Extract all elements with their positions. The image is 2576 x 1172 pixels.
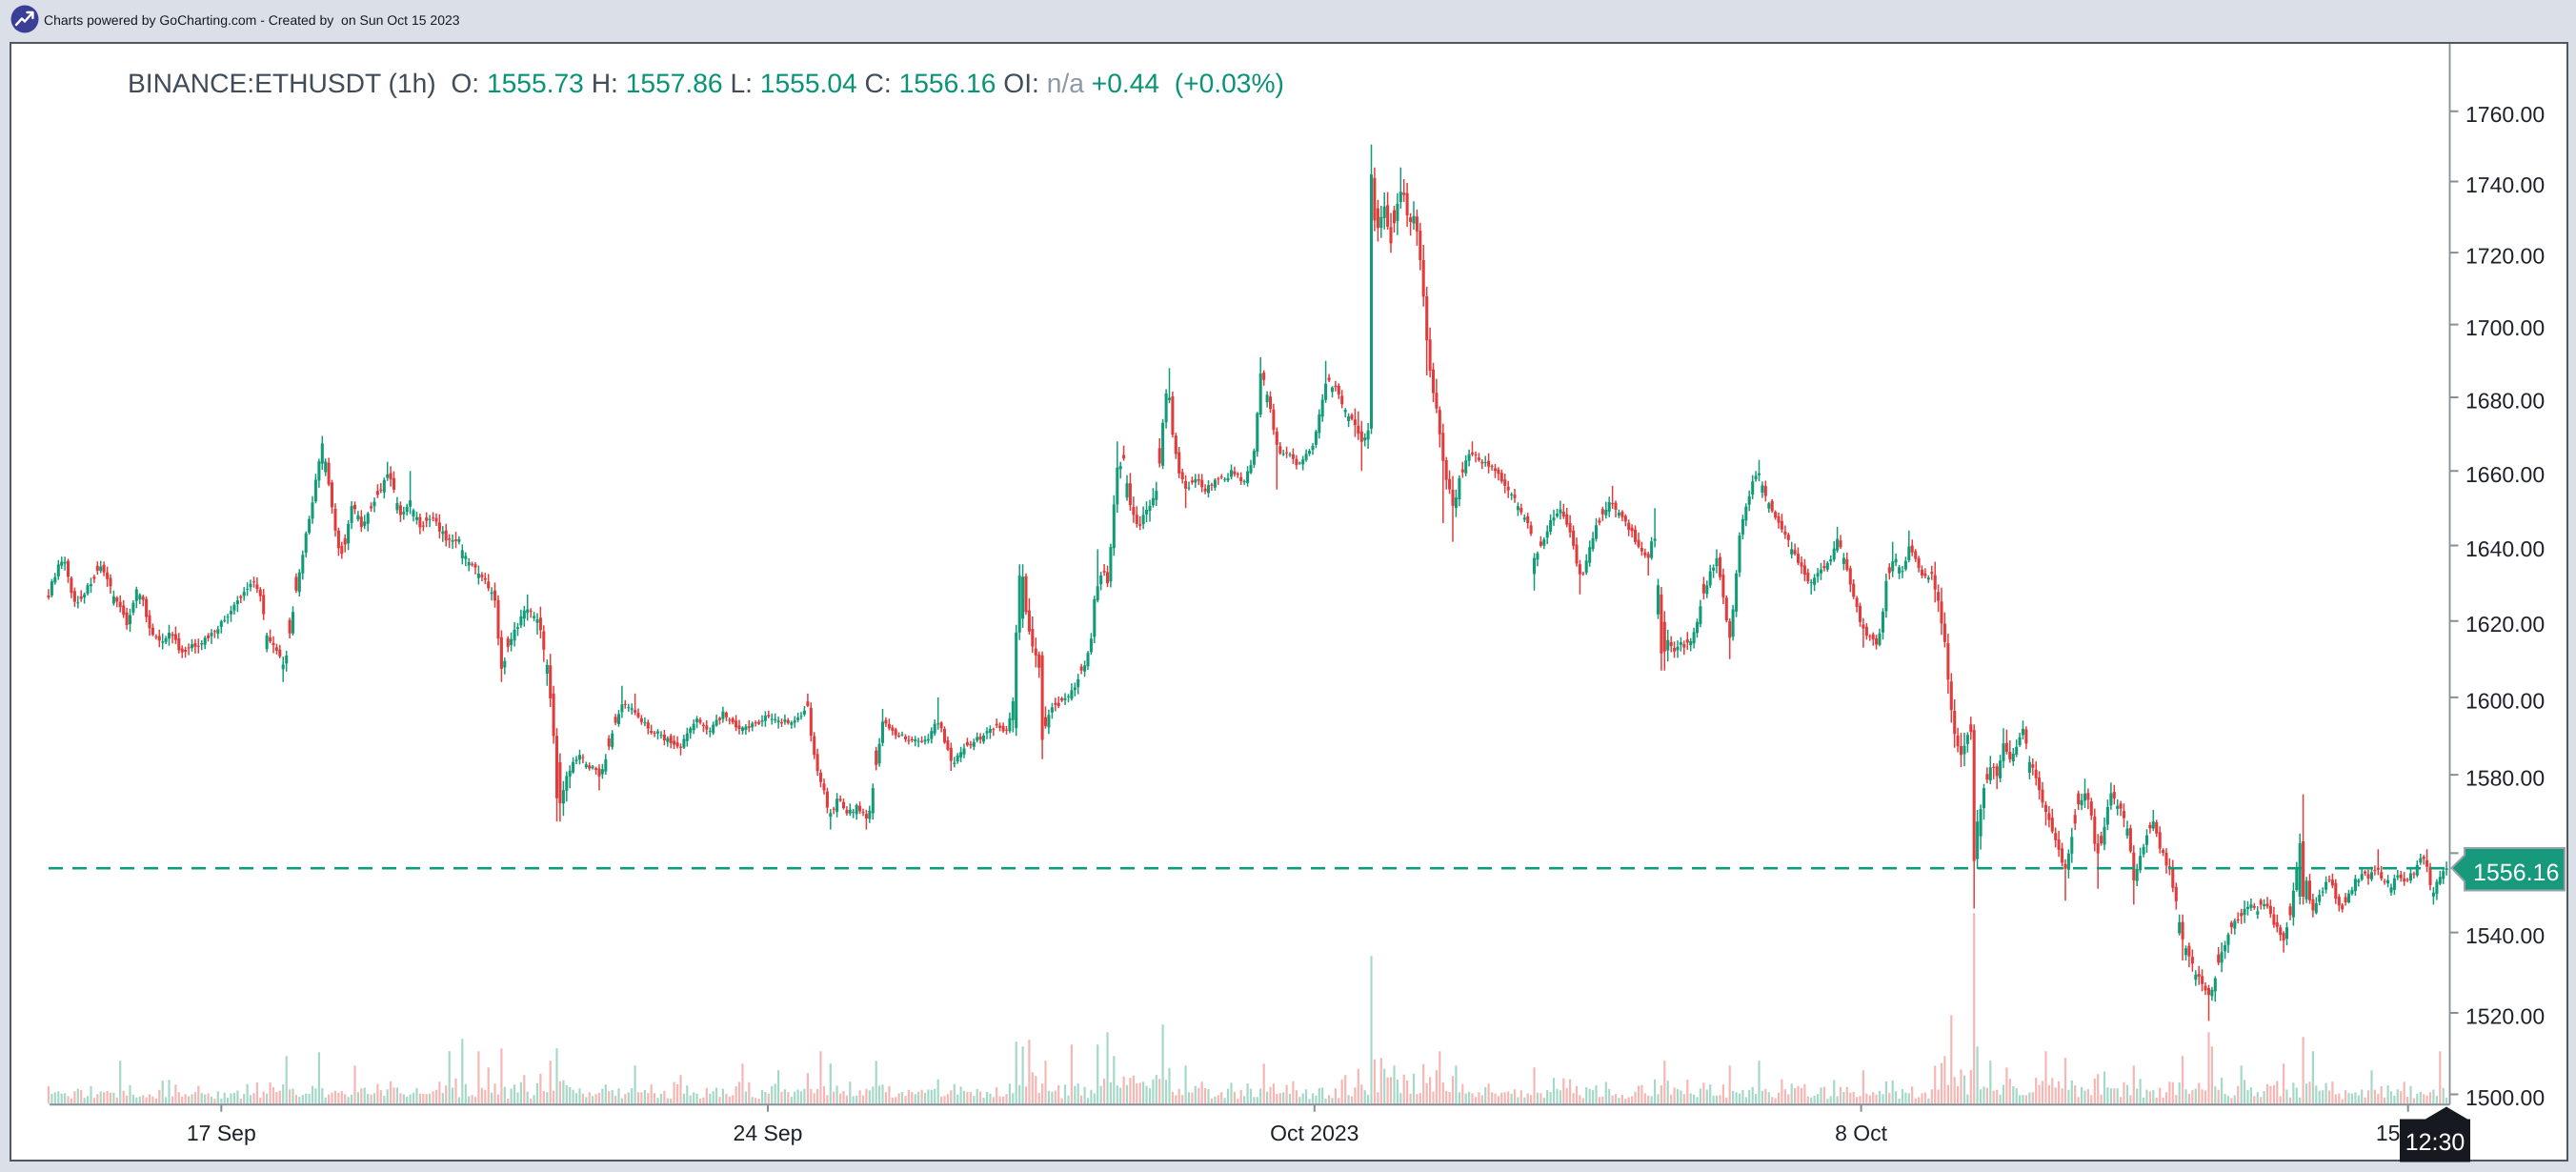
svg-text:BINANCE:ETHUSDT (1h) O: 1555.: BINANCE:ETHUSDT (1h) O: 1555.73 H: 1557.…: [128, 68, 1284, 98]
svg-text:12:30: 12:30: [2405, 1129, 2465, 1156]
svg-text:Oct 2023: Oct 2023: [1270, 1121, 1358, 1145]
svg-text:1540.00: 1540.00: [2465, 923, 2545, 948]
svg-text:Charts powered by GoCharting.c: Charts powered by GoCharting.com - Creat…: [44, 12, 460, 28]
svg-text:1500.00: 1500.00: [2465, 1085, 2545, 1110]
svg-text:1720.00: 1720.00: [2465, 244, 2545, 269]
svg-text:1700.00: 1700.00: [2465, 315, 2545, 340]
svg-text:1740.00: 1740.00: [2465, 172, 2545, 197]
svg-text:1600.00: 1600.00: [2465, 688, 2545, 713]
svg-text:1760.00: 1760.00: [2465, 102, 2545, 127]
svg-text:1580.00: 1580.00: [2465, 766, 2545, 791]
svg-text:1620.00: 1620.00: [2465, 612, 2545, 637]
svg-text:1556.16: 1556.16: [2473, 859, 2559, 886]
svg-text:17 Sep: 17 Sep: [187, 1121, 256, 1145]
svg-text:1680.00: 1680.00: [2465, 389, 2545, 414]
svg-text:24 Sep: 24 Sep: [734, 1121, 803, 1145]
svg-text:1660.00: 1660.00: [2465, 462, 2545, 487]
svg-text:8 Oct: 8 Oct: [1835, 1121, 1888, 1145]
svg-text:1640.00: 1640.00: [2465, 536, 2545, 561]
svg-text:1520.00: 1520.00: [2465, 1004, 2545, 1029]
